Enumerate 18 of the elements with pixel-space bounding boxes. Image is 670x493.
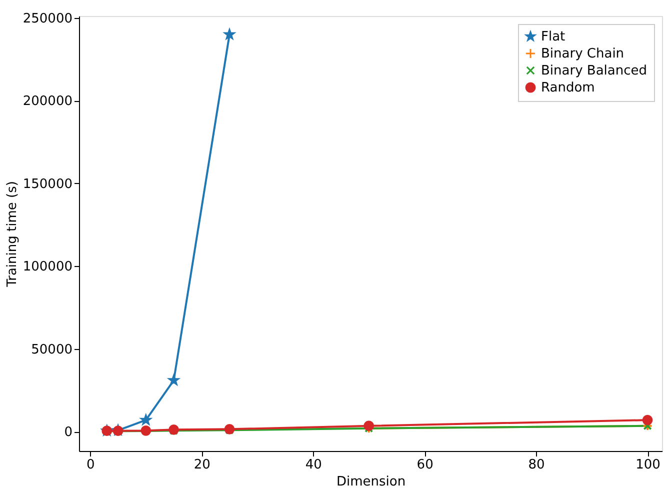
x-tick-label: 80 (528, 458, 545, 472)
y-tick-label: 100000 (22, 260, 72, 275)
y-axis-title: Training time (s) (4, 181, 20, 288)
y-tick-label: 50000 (31, 342, 72, 358)
x-axis-title: Dimension (336, 474, 406, 490)
legend-label: Binary Chain (541, 46, 624, 62)
y-tick-label: 200000 (22, 94, 72, 110)
y-tick-label: 0 (64, 425, 72, 440)
x-tick-label: 60 (416, 458, 434, 472)
legend-label: Binary Balanced (541, 64, 648, 78)
legend-label: Random (541, 80, 595, 96)
legend-label: Flat (541, 30, 566, 44)
y-tick-label: 250000 (22, 11, 72, 26)
x-tick-label: 0 (86, 458, 95, 472)
x-tick-label: 20 (194, 458, 210, 472)
y-tick-label: 150000 (22, 176, 72, 192)
x-tick-label: 100 (636, 458, 660, 472)
x-tick-label: 40 (305, 458, 322, 472)
